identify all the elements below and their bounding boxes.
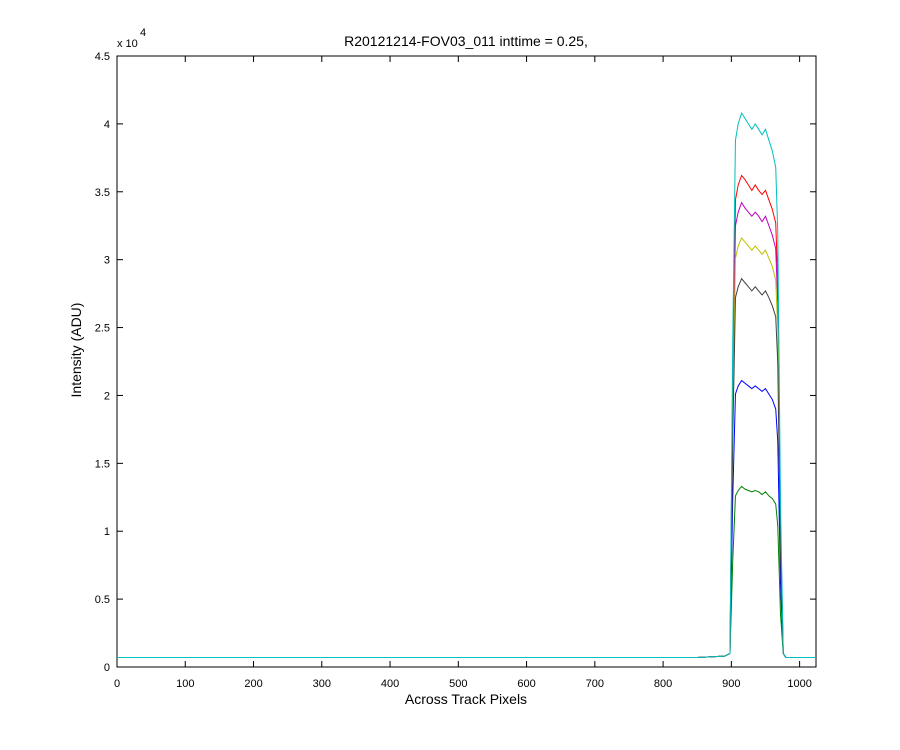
chart-title: R20121214-FOV03_011 inttime = 0.25,	[344, 33, 588, 49]
series-line	[117, 111, 816, 658]
x-tick-label: 900	[722, 678, 740, 690]
y-tick-label: 1	[104, 526, 110, 538]
x-tick-label: 800	[654, 678, 672, 690]
x-tick-label: 100	[176, 678, 194, 690]
y-tick-label: 3	[104, 255, 110, 267]
plot-area	[116, 55, 817, 668]
x-tick-label: 0	[114, 678, 120, 690]
x-tick-label: 1000	[787, 678, 811, 690]
y-tick-label: 0	[104, 662, 110, 674]
y-tick-label: 2.5	[95, 323, 110, 335]
x-tick-label: 200	[244, 678, 262, 690]
x-tick-label: 600	[517, 678, 535, 690]
y-tick-label: 0.5	[95, 594, 110, 606]
x-tick-label: 400	[381, 678, 399, 690]
x-tick-label: 300	[313, 678, 331, 690]
x-tick-label: 700	[586, 678, 604, 690]
y-tick-label: 4	[104, 119, 110, 131]
y-tick-label: 2	[104, 390, 110, 402]
x-tick-label: 500	[449, 678, 467, 690]
y-multiplier-exponent: 4	[140, 27, 146, 39]
y-multiplier: x 10	[117, 38, 138, 50]
x-axis-label: Across Track Pixels	[405, 691, 527, 707]
y-tick-label: 3.5	[95, 187, 110, 199]
y-tick-label: 4.5	[95, 51, 110, 63]
y-tick-label: 1.5	[95, 458, 110, 470]
y-axis-label: Intensity (ADU)	[68, 303, 84, 398]
